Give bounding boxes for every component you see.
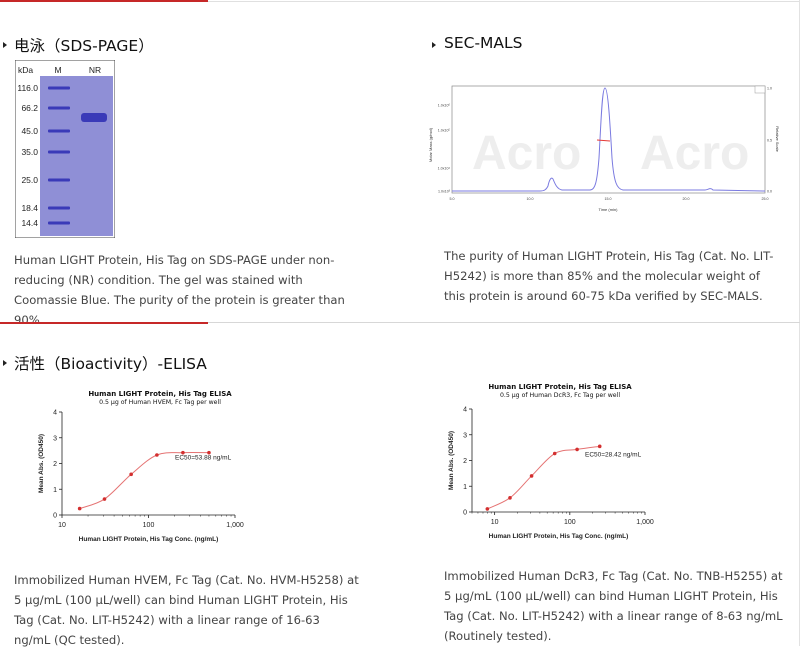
middle-accent-line	[0, 322, 208, 324]
elisa-x-tick-label: 1,000	[226, 522, 244, 529]
elisa-x-tick-label: 1,000	[636, 519, 654, 526]
gel-header-m: M	[54, 65, 61, 75]
elisa-x-tick-label: 100	[564, 519, 576, 526]
elisa-y-tick-label: 3	[53, 435, 57, 442]
sec-x-tick: 25.0	[762, 197, 769, 201]
sec-bullet-icon	[432, 42, 436, 48]
elisa-left-title: Human LIGHT Protein, His Tag ELISA	[88, 390, 232, 398]
gel-marker-label: 45.0	[21, 126, 38, 136]
elisa-data-point	[552, 451, 557, 456]
middle-divider	[0, 322, 800, 323]
elisa-data-point	[529, 474, 534, 478]
gel-header-nr: NR	[89, 65, 101, 75]
elisa-data-point	[508, 496, 512, 500]
elisa-x-label: Human LIGHT Protein, His Tag Conc. (ng/m…	[489, 533, 629, 540]
gel-marker-label: 116.0	[17, 83, 38, 93]
elisa-section-title: 活性（Bioactivity）-ELISA	[14, 355, 207, 373]
sds-description: Human LIGHT Protein, His Tag on SDS-PAGE…	[14, 253, 345, 327]
elisa-data-point	[485, 507, 490, 511]
sec-watermark-2: Acro	[640, 127, 749, 180]
sec-y-right-tick: 0.5	[767, 139, 772, 143]
elisa-left-description: Immobilized Human HVEM, Fc Tag (Cat. No.…	[14, 573, 359, 647]
gel-marker-band	[48, 150, 70, 154]
elisa-right-chart: 0 1 2 3 4 10 100 1,000 Mean Abs. (OD450) Human LI…	[448, 407, 654, 541]
sec-section-title: SEC-MALS	[444, 34, 523, 52]
sec-y-right-tick: 1.0	[767, 87, 772, 91]
elisa-fit-curve	[487, 445, 600, 510]
gel-header-kda: kDa	[18, 65, 33, 75]
gel-marker-band	[48, 221, 70, 225]
elisa-data-point	[575, 447, 579, 452]
elisa-y-tick-label: 4	[463, 407, 467, 414]
sec-y-left-label: Molar Mass (g/mol)	[428, 127, 433, 162]
gel-marker-label: 25.0	[21, 175, 38, 185]
elisa-y-tick-label: 1	[463, 484, 467, 491]
gel-marker-band	[48, 206, 70, 210]
elisa-right-title: Human LIGHT Protein, His Tag ELISA	[488, 383, 632, 391]
sec-y-left-tick: 1.0x10⁶	[438, 104, 451, 108]
gel-marker-label: 66.2	[21, 103, 38, 113]
sec-y-right-label: Relative Scale	[775, 126, 780, 152]
sec-x-tick: 10.0	[527, 197, 534, 201]
elisa-data-point	[102, 497, 107, 501]
sec-y-left-tick: 1.0x10⁵	[438, 129, 451, 133]
elisa-left-chart: 0 1 2 3 4 10 100 1,000 Mean Abs. (OD450) Human LI…	[38, 410, 244, 544]
elisa-data-point	[77, 506, 82, 511]
elisa-data-point	[181, 450, 185, 455]
top-accent-line	[0, 0, 208, 2]
gel-marker-band	[48, 106, 70, 110]
sec-mals-plot: Acro Acro 1.0x10⁶ 1.0x10⁵ 1.0x10⁴ 1.0x10³ 1…	[428, 85, 780, 212]
elisa-y-tick-label: 2	[463, 458, 467, 465]
elisa-x-tick-label: 100	[143, 522, 155, 529]
gel-marker-label: 35.0	[21, 147, 38, 157]
elisa-x-label: Human LIGHT Protein, His Tag Conc. (ng/m…	[79, 536, 219, 543]
elisa-y-tick-label: 0	[53, 513, 57, 520]
sds-section-title: 电泳（SDS-PAGE）	[14, 37, 154, 55]
sec-y-left-tick: 1.0x10³	[438, 190, 451, 194]
elisa-y-tick-label: 0	[463, 510, 467, 517]
elisa-y-tick-label: 3	[463, 432, 467, 439]
sec-mass-trace	[596, 139, 611, 142]
elisa-fit-curve	[79, 452, 209, 510]
gel-marker-label: 14.4	[21, 218, 38, 228]
elisa-ec50-annotation: EC50=28.42 ng/mL	[585, 452, 642, 459]
elisa-y-tick-label: 4	[53, 410, 57, 417]
sec-x-tick: 20.0	[683, 197, 690, 201]
elisa-right-description: Immobilized Human DcR3, Fc Tag (Cat. No.…	[444, 569, 783, 643]
elisa-y-label: Mean Abs. (OD450)	[448, 431, 455, 490]
elisa-y-tick-label: 1	[53, 487, 57, 494]
gel-marker-band	[48, 178, 70, 182]
gel-nr-band	[81, 113, 107, 122]
elisa-bullet-icon	[3, 360, 7, 366]
elisa-data-point	[597, 444, 602, 449]
sec-description: The purity of Human LIGHT Protein, His T…	[444, 249, 774, 303]
sec-x-tick: 15.0	[605, 197, 612, 201]
sec-y-left-tick: 1.0x10⁴	[438, 167, 451, 171]
elisa-ec50-annotation: EC50=53.88 ng/mL	[175, 455, 232, 462]
elisa-data-point	[207, 450, 211, 455]
sds-bullet-icon	[3, 42, 7, 48]
gel-marker-label: 18.4	[21, 203, 38, 213]
sec-watermark: Acro	[472, 127, 581, 180]
sds-gel-image: kDa M NR 116.0 66.2 45.0 35.0 25.0 18.4 14.4	[15, 60, 115, 238]
elisa-y-tick-label: 2	[53, 461, 57, 468]
elisa-left-subtitle: 0.5 μg of Human HVEM, Fc Tag per well	[99, 399, 221, 406]
elisa-y-label: Mean Abs. (OD450)	[38, 434, 45, 493]
sec-y-right-tick: 0.0	[767, 190, 772, 194]
sec-x-label: Time (min)	[599, 207, 619, 212]
top-divider	[208, 1, 800, 2]
elisa-right-subtitle: 0.5 μg of Human DcR3, Fc Tag per well	[499, 392, 621, 399]
sec-x-tick: 5.0	[450, 197, 455, 201]
elisa-data-point	[155, 453, 159, 457]
gel-marker-band	[48, 129, 70, 133]
sec-uv-trace	[452, 87, 766, 192]
elisa-data-point	[129, 472, 133, 477]
elisa-x-tick-label: 10	[491, 519, 499, 526]
elisa-x-tick-label: 10	[58, 522, 66, 529]
gel-marker-band	[48, 86, 70, 90]
